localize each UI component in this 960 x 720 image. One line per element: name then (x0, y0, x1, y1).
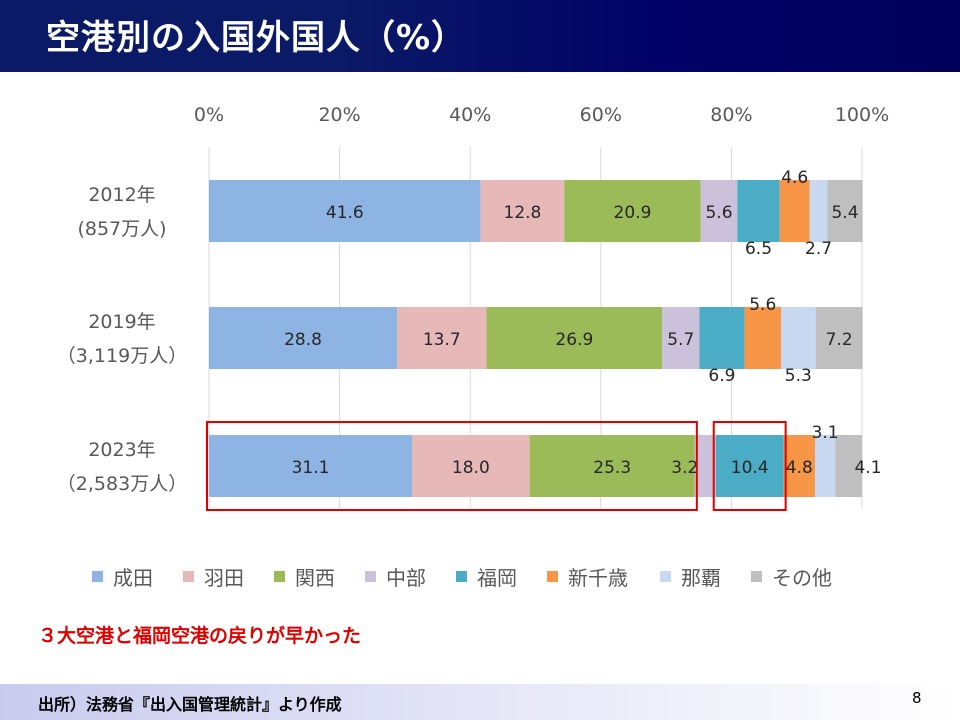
legend-label: 福岡 (477, 566, 517, 590)
x-tick-label: 80% (710, 104, 752, 126)
data-label: 12.8 (504, 203, 542, 223)
page-number: 8 (912, 689, 922, 707)
bar-segment (781, 307, 816, 369)
x-tick-label: 40% (449, 104, 491, 126)
bar-segment (209, 180, 481, 242)
bar-segment (779, 180, 810, 242)
category-label-year: 2012年 (88, 184, 155, 206)
legend-label: 那覇 (681, 566, 721, 590)
legend-swatch (365, 571, 376, 582)
data-label: 3.2 (671, 458, 698, 478)
x-tick-label: 60% (580, 104, 622, 126)
legend-swatch (92, 571, 103, 582)
bar-segment (486, 307, 663, 369)
data-label: 5.7 (667, 330, 694, 350)
bar-segment (815, 307, 863, 369)
data-label: 31.1 (292, 458, 330, 478)
bar-segment (783, 435, 815, 497)
x-tick-label: 20% (318, 104, 360, 126)
data-label: 5.3 (785, 366, 812, 386)
bar-segment (564, 180, 701, 242)
bar-segment (827, 180, 863, 242)
bar-segment (809, 180, 828, 242)
data-label: 4.6 (781, 168, 808, 188)
bar-segment (397, 307, 487, 369)
data-label: 5.6 (705, 203, 732, 223)
data-label: 41.6 (326, 203, 364, 223)
annotation-note: ３大空港と福岡空港の戻りが早かった (38, 625, 362, 647)
bar-segment (699, 307, 745, 369)
legend-label: 中部 (386, 566, 426, 590)
bar-segment (700, 180, 738, 242)
bar-segment (209, 435, 413, 497)
x-tick-label: 0% (194, 104, 224, 126)
data-label: 20.9 (614, 203, 652, 223)
legend-swatch (183, 571, 194, 582)
title-bar: 空港別の入国外国人（%） (0, 0, 960, 72)
bar-segment (835, 435, 862, 497)
category-label-year: 2023年 (88, 439, 155, 461)
bar-segment (737, 180, 780, 242)
bar-segment (814, 435, 836, 497)
data-label: 2.7 (805, 239, 832, 259)
bar-segment (715, 435, 784, 497)
data-label: 3.1 (812, 423, 839, 443)
source-text: 出所）法務省『出入国管理統計』より作成 (38, 695, 342, 714)
bar-segment (694, 435, 716, 497)
data-label: 5.6 (749, 295, 776, 315)
category-label-total: （3,119万人） (57, 345, 187, 367)
legend-swatch (660, 571, 671, 582)
legend-swatch (751, 571, 762, 582)
category-label-total: (857万人) (77, 218, 166, 240)
legend-label: 成田 (113, 566, 153, 590)
bar-segment (412, 435, 530, 497)
data-label: 28.8 (284, 330, 322, 350)
legend-label: 新千歳 (568, 566, 628, 590)
legend-label: 関西 (295, 566, 335, 590)
data-label: 13.7 (423, 330, 461, 350)
bar-segment (480, 180, 565, 242)
data-label: 18.0 (452, 458, 490, 478)
x-tick-label: 100% (835, 104, 889, 126)
legend-label: その他 (772, 566, 832, 590)
legend-swatch (274, 571, 285, 582)
legend-swatch (547, 571, 558, 582)
data-label: 10.4 (731, 458, 769, 478)
legend-swatch (456, 571, 467, 582)
highlight-box (206, 421, 698, 511)
bar-segment (744, 307, 782, 369)
category-label-total: （2,583万人） (57, 473, 187, 495)
data-label: 7.2 (826, 330, 853, 350)
data-label: 6.9 (708, 366, 735, 386)
stacked-bar-chart: 0% 20% 40% 60% 80% 100% 2012年 (857万人) 2019年 （3,11… (57, 104, 889, 590)
data-label: 6.5 (745, 239, 772, 259)
data-label: 4.8 (786, 458, 813, 478)
category-label-year: 2019年 (88, 311, 155, 333)
legend-label: 羽田 (204, 566, 244, 590)
data-label: 5.4 (831, 203, 858, 223)
data-label: 25.3 (593, 458, 631, 478)
data-label: 4.1 (854, 458, 881, 478)
bar-segment (662, 307, 700, 369)
data-label: 26.9 (555, 330, 593, 350)
slide-title: 空港別の入国外国人（%） (46, 18, 467, 58)
highlight-box (712, 421, 787, 511)
bar-segment (529, 435, 695, 497)
bar-segment (209, 307, 398, 369)
source-bar (0, 684, 960, 720)
